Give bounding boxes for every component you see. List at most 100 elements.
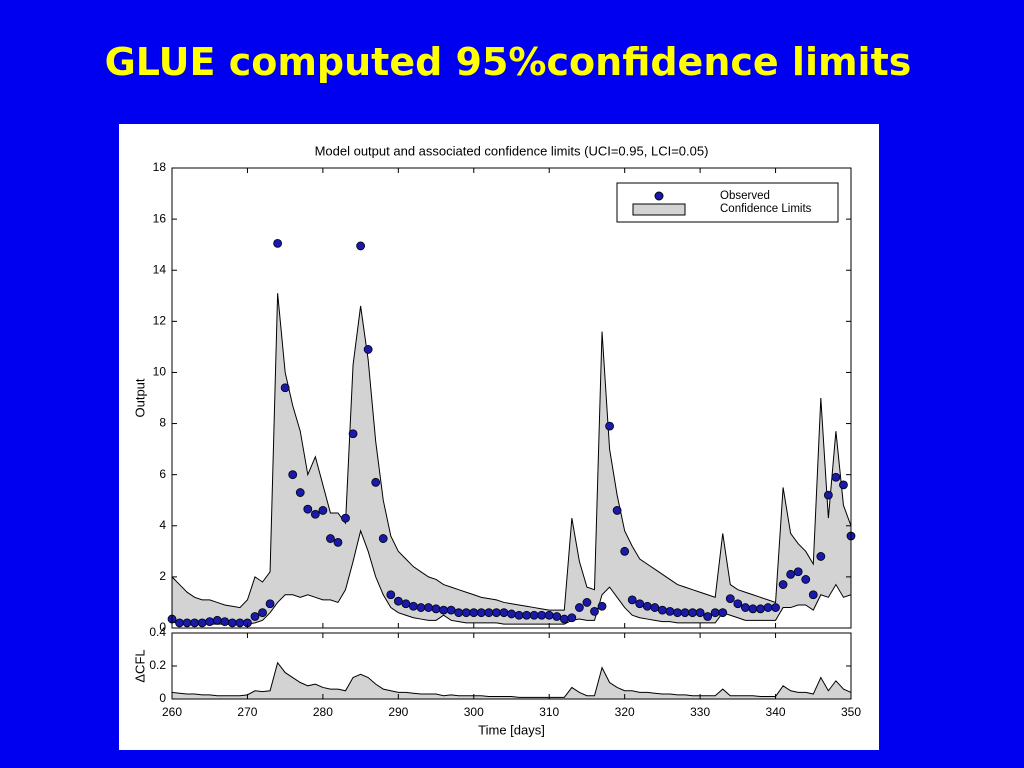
y-tick-label: 16 bbox=[153, 211, 167, 225]
observed-point bbox=[431, 604, 441, 614]
observed-point bbox=[688, 608, 697, 618]
y-tick-label: 2 bbox=[159, 569, 166, 583]
observed-point bbox=[665, 606, 675, 616]
y-tick-label: 6 bbox=[159, 467, 166, 481]
observed-point bbox=[552, 612, 562, 621]
observed-point bbox=[597, 601, 607, 611]
x-tick-label: 280 bbox=[313, 705, 333, 719]
observed-point bbox=[733, 599, 743, 609]
observed-point bbox=[212, 615, 222, 625]
observed-point bbox=[235, 618, 245, 628]
observed-point bbox=[378, 534, 388, 543]
chart-title: Model output and associated confidence l… bbox=[315, 143, 709, 158]
observed-point bbox=[386, 590, 396, 600]
observed-point bbox=[680, 608, 690, 618]
observed-point bbox=[575, 603, 584, 612]
observed-point bbox=[642, 601, 652, 611]
observed-point bbox=[393, 596, 403, 606]
observed-point bbox=[454, 608, 464, 618]
observed-point bbox=[627, 595, 637, 605]
observed-point bbox=[401, 599, 411, 609]
x-tick-label: 260 bbox=[162, 705, 182, 719]
observed-point bbox=[190, 618, 200, 628]
observed-point bbox=[650, 603, 660, 612]
observed-point bbox=[816, 552, 826, 561]
observed-point bbox=[567, 613, 577, 623]
y-tick-label: 8 bbox=[159, 416, 166, 430]
observed-point bbox=[416, 603, 426, 612]
observed-point bbox=[725, 594, 735, 604]
y-axis-label: ΔCFL bbox=[132, 649, 147, 682]
observed-point bbox=[582, 598, 592, 607]
observed-point bbox=[409, 601, 418, 611]
legend-marker bbox=[654, 191, 664, 201]
x-axis-label: Time [days] bbox=[478, 722, 545, 737]
observed-point bbox=[695, 608, 705, 618]
observed-point bbox=[831, 472, 841, 482]
x-tick-label: 350 bbox=[841, 705, 861, 719]
y-tick-label: 10 bbox=[153, 365, 167, 379]
observed-point bbox=[710, 608, 720, 618]
observed-point bbox=[288, 470, 298, 480]
x-tick-label: 320 bbox=[615, 705, 635, 719]
observed-point bbox=[612, 506, 622, 515]
observed-point bbox=[461, 608, 471, 618]
observed-point bbox=[514, 610, 524, 620]
observed-point bbox=[295, 488, 305, 497]
observed-point bbox=[808, 590, 818, 600]
observed-point bbox=[265, 599, 275, 609]
observed-point bbox=[446, 605, 456, 615]
observed-point bbox=[492, 608, 501, 618]
observed-point bbox=[559, 614, 569, 624]
observed-point bbox=[341, 513, 350, 523]
observed-point bbox=[499, 608, 509, 618]
observed-point bbox=[507, 609, 516, 619]
observed-point bbox=[529, 610, 539, 620]
observed-point bbox=[333, 537, 343, 547]
observed-point bbox=[310, 509, 320, 519]
observed-point bbox=[778, 580, 788, 589]
observed-point bbox=[718, 608, 728, 618]
observed-point bbox=[318, 506, 328, 515]
observed-point bbox=[258, 608, 267, 618]
observed-point bbox=[424, 603, 433, 612]
x-tick-label: 310 bbox=[539, 705, 559, 719]
y-tick-label: 0 bbox=[159, 620, 166, 634]
observed-point bbox=[348, 429, 358, 439]
slide-title: GLUE computed 95%confidence limits bbox=[104, 40, 912, 84]
axes-frame bbox=[171, 167, 852, 629]
observed-point bbox=[620, 546, 630, 556]
legend-box bbox=[616, 182, 839, 223]
observed-point bbox=[197, 618, 207, 628]
y-tick-label: 4 bbox=[159, 518, 166, 532]
observed-point bbox=[657, 605, 667, 615]
observed-point bbox=[673, 608, 682, 618]
observed-point bbox=[326, 534, 335, 543]
observed-point bbox=[823, 490, 833, 500]
observed-point bbox=[439, 605, 449, 615]
observed-point bbox=[801, 575, 811, 584]
observed-point bbox=[273, 238, 283, 248]
x-tick-label: 330 bbox=[690, 705, 710, 719]
y-tick-label: 0 bbox=[159, 691, 166, 705]
observed-point bbox=[371, 477, 381, 487]
legend-label: Confidence Limits bbox=[720, 203, 812, 215]
observed-point bbox=[182, 618, 192, 628]
observed-point bbox=[544, 610, 554, 620]
y-tick-label: 0.4 bbox=[149, 625, 166, 639]
observed-point bbox=[537, 610, 547, 620]
area bbox=[171, 661, 852, 700]
observed-point bbox=[786, 569, 796, 579]
observed-point bbox=[703, 612, 713, 621]
observed-point bbox=[469, 608, 479, 618]
observed-point bbox=[476, 608, 486, 618]
observed-point bbox=[205, 617, 215, 627]
figure-panel bbox=[119, 124, 879, 750]
x-tick-label: 340 bbox=[766, 705, 786, 719]
observed-point bbox=[175, 618, 184, 628]
observed-point bbox=[356, 241, 366, 251]
observed-point bbox=[635, 599, 645, 609]
legend-label: Observed bbox=[720, 190, 770, 202]
observed-point bbox=[250, 612, 260, 621]
